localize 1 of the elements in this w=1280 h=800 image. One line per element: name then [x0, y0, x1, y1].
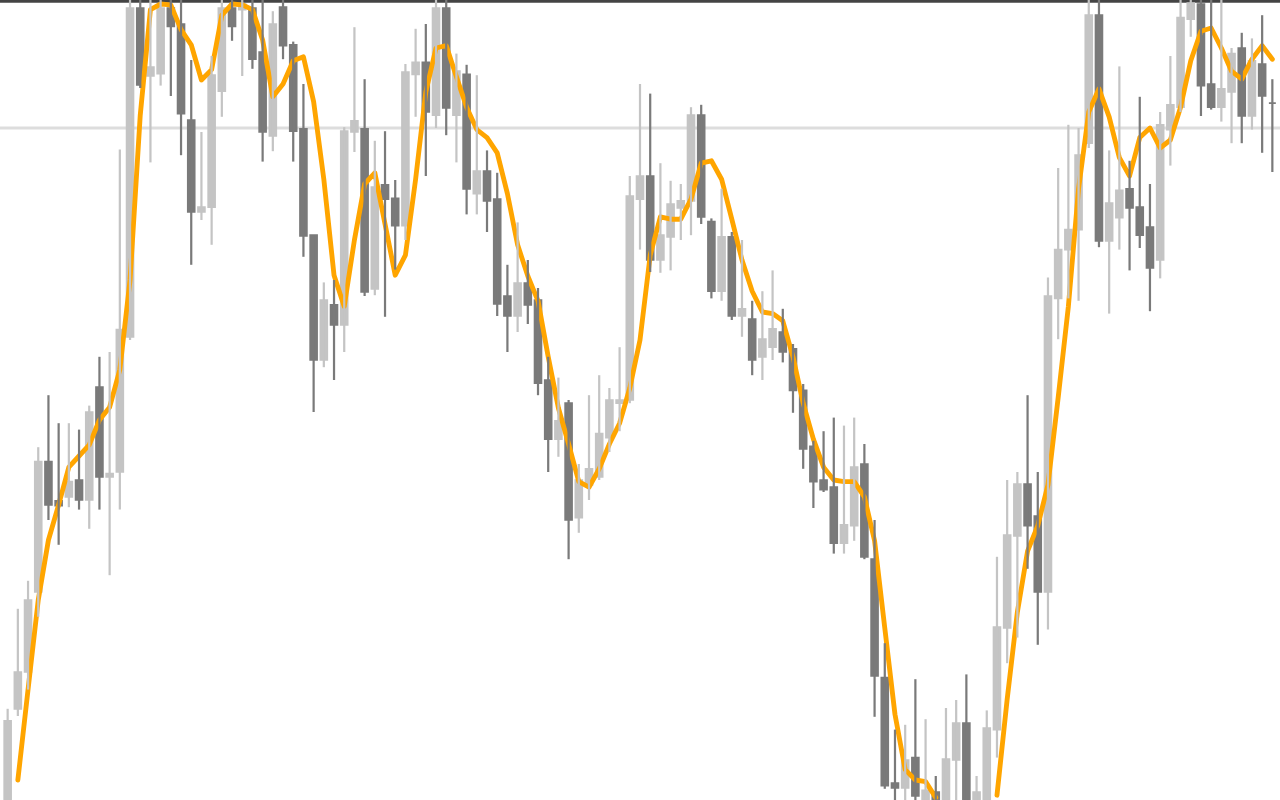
candlestick [105, 350, 114, 577]
